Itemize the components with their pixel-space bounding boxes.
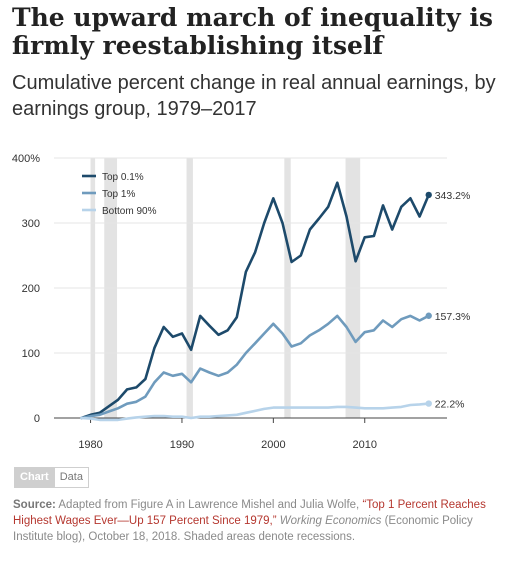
source-text-3: (Economic Policy Institute blog), Octobe… bbox=[13, 515, 473, 543]
legend-label: Top 0.1% bbox=[102, 172, 144, 183]
chart-subtitle: Cumulative percent change in real annual… bbox=[12, 72, 496, 120]
x-tick-label: 2000 bbox=[261, 439, 285, 451]
series-end-point bbox=[425, 400, 432, 407]
series-line bbox=[80, 402, 431, 422]
chart-title: The upward march of inequality is firmly… bbox=[12, 3, 493, 60]
x-tick-label: 1990 bbox=[170, 439, 194, 451]
source-note: Source: Adapted from Figure A in Lawrenc… bbox=[13, 497, 495, 545]
series-end-label: 343.2% bbox=[435, 190, 471, 202]
legend: Top 0.1% Top 1% Bottom 90% bbox=[82, 172, 157, 217]
series-end-point bbox=[425, 191, 432, 199]
x-tick-label: 2010 bbox=[353, 439, 377, 451]
legend-label: Top 1% bbox=[102, 189, 135, 200]
source-label: Source: bbox=[13, 499, 56, 511]
series-end-label: 22.2% bbox=[435, 399, 465, 411]
source-text-1: Adapted from Figure A in Lawrence Mishel… bbox=[55, 499, 363, 511]
series-line bbox=[80, 181, 431, 420]
tab-data[interactable]: Data bbox=[54, 467, 89, 488]
legend-label: Bottom 90% bbox=[102, 206, 157, 217]
y-tick-label: 300 bbox=[22, 218, 40, 230]
view-tabs: Chart Data bbox=[14, 467, 89, 488]
series-end-label: 157.3% bbox=[435, 311, 471, 323]
series-end-point bbox=[425, 312, 432, 319]
x-tick-label: 1980 bbox=[78, 439, 102, 451]
tab-chart[interactable]: Chart bbox=[14, 467, 55, 488]
y-tick-label: 200 bbox=[22, 283, 40, 295]
y-tick-label: 0 bbox=[34, 413, 40, 425]
y-tick-label: 400% bbox=[12, 153, 40, 165]
source-publication: Working Economics bbox=[279, 515, 382, 527]
line-chart: 0 100 200 300 400% 1980 1990 2000 2010 343.2% 157.… bbox=[12, 153, 471, 451]
source-link[interactable]: “Top 1 Percent Reaches Highest Wages Eve… bbox=[13, 499, 486, 527]
y-tick-label: 100 bbox=[22, 348, 40, 360]
series-line bbox=[80, 314, 431, 420]
